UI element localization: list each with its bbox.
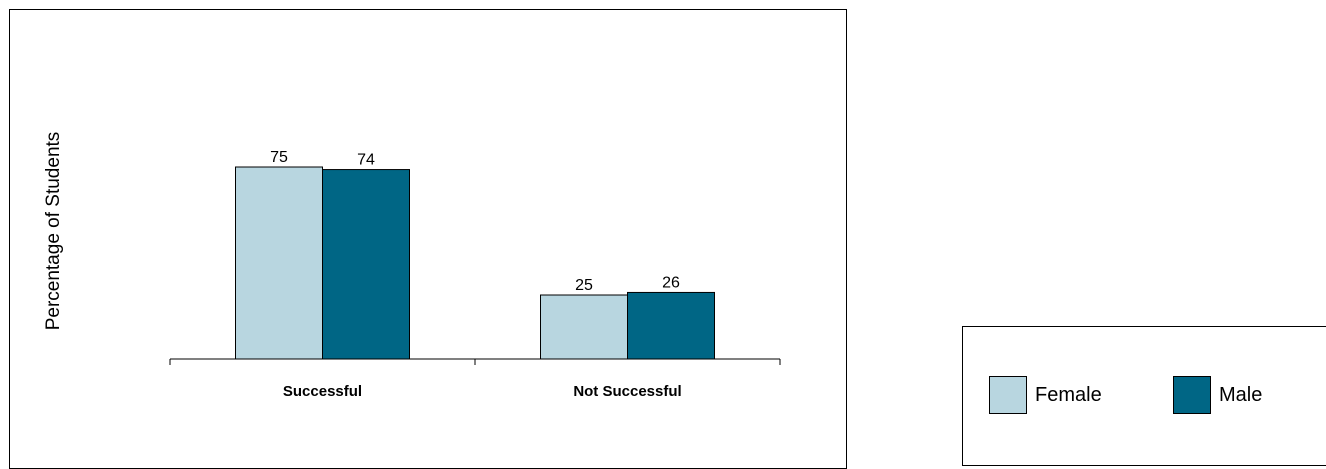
legend-label-female: Female: [1035, 383, 1102, 406]
bar-male-not-successful: [627, 291, 715, 360]
data-label-female-not-successful: 25: [575, 277, 593, 294]
bar-female-successful: [235, 166, 323, 360]
data-label-male-successful: 74: [357, 152, 375, 169]
bar-female-not-successful: [540, 294, 628, 360]
legend-swatch-male: [1173, 376, 1211, 414]
category-label-not-successful: Not Successful: [573, 383, 681, 400]
legend: Female Male: [962, 326, 1326, 466]
data-label-male-not-successful: 26: [662, 274, 680, 291]
bar-male-successful: [322, 169, 410, 360]
legend-swatch-female: [989, 376, 1027, 414]
legend-item-male: Male: [1173, 376, 1262, 414]
category-label-successful: Successful: [283, 383, 362, 400]
data-label-female-successful: 75: [270, 149, 288, 166]
legend-item-female: Female: [989, 376, 1102, 414]
legend-label-male: Male: [1219, 383, 1263, 406]
y-axis-title: Percentage of Students: [43, 132, 64, 331]
bar-chart: Percentage of Students Successful Not Suc…: [43, 132, 781, 400]
